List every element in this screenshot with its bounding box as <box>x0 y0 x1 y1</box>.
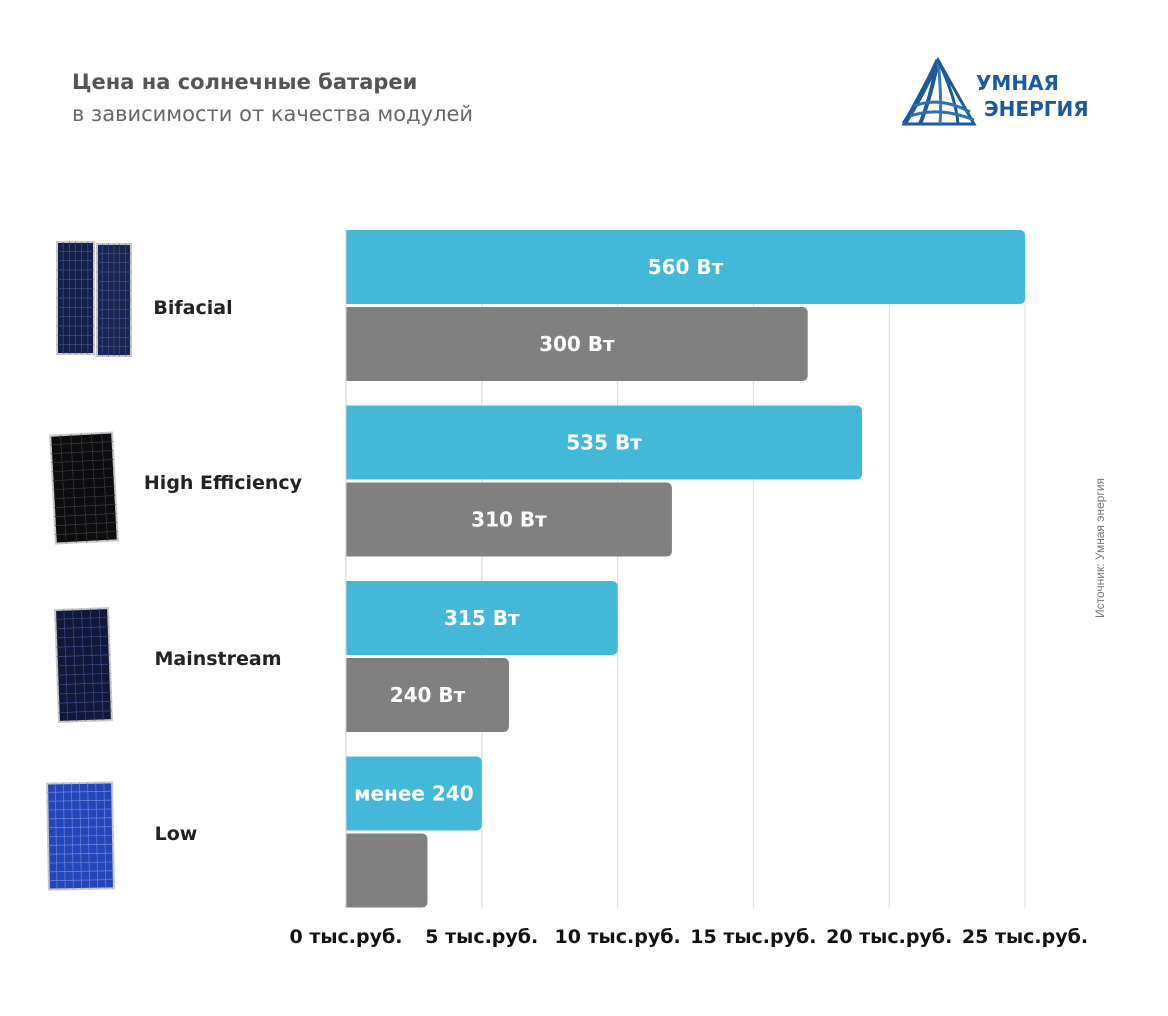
bar-value-label: 240 Вт <box>390 683 466 707</box>
mainstream-panel-icon <box>54 607 113 723</box>
bar-value-label: 310 Вт <box>471 508 547 532</box>
bar[interactable] <box>346 307 808 381</box>
bar[interactable] <box>346 482 672 557</box>
high-efficiency-panel-icon <box>49 431 119 545</box>
bar[interactable] <box>346 230 1025 304</box>
logo-emblem-icon <box>901 56 977 126</box>
bar[interactable] <box>346 833 428 908</box>
logo-line-2: ЭНЕРГИЯ <box>984 97 1089 121</box>
category-label: High Efficiency <box>144 472 303 494</box>
brand-logo: УМНАЯ ЭНЕРГИЯ <box>901 56 1089 126</box>
x-tick-label: 25 тыс.руб. <box>962 926 1088 948</box>
bar[interactable] <box>346 581 618 655</box>
chart-subtitle: в зависимости от качества модулей <box>72 102 474 126</box>
x-tick-label: 5 тыс.руб. <box>425 926 538 948</box>
chart-title: Цена на солнечные батареи <box>72 70 418 94</box>
x-tick-label: 0 тыс.руб. <box>290 926 403 948</box>
bar[interactable] <box>346 756 482 831</box>
category-label: Low <box>155 823 198 845</box>
low-panel-icon <box>46 781 115 891</box>
bar[interactable] <box>346 658 509 732</box>
bar-value-label: 560 Вт <box>648 255 724 279</box>
logo-line-1: УМНАЯ <box>976 71 1059 95</box>
bar-value-label: 300 Вт <box>539 332 615 356</box>
x-tick-label: 20 тыс.руб. <box>826 926 952 948</box>
bar-value-label: 315 Вт <box>444 606 520 630</box>
category-label: Bifacial <box>153 297 232 319</box>
bar-value-label: менее 240 <box>354 782 474 806</box>
category-label: Mainstream <box>154 648 281 670</box>
x-tick-label: 10 тыс.руб. <box>554 926 680 948</box>
bifacial-panel-icon <box>56 241 132 357</box>
bar[interactable] <box>346 405 863 480</box>
x-tick-label: 15 тыс.руб. <box>690 926 816 948</box>
bar-value-label: 535 Вт <box>566 431 642 455</box>
